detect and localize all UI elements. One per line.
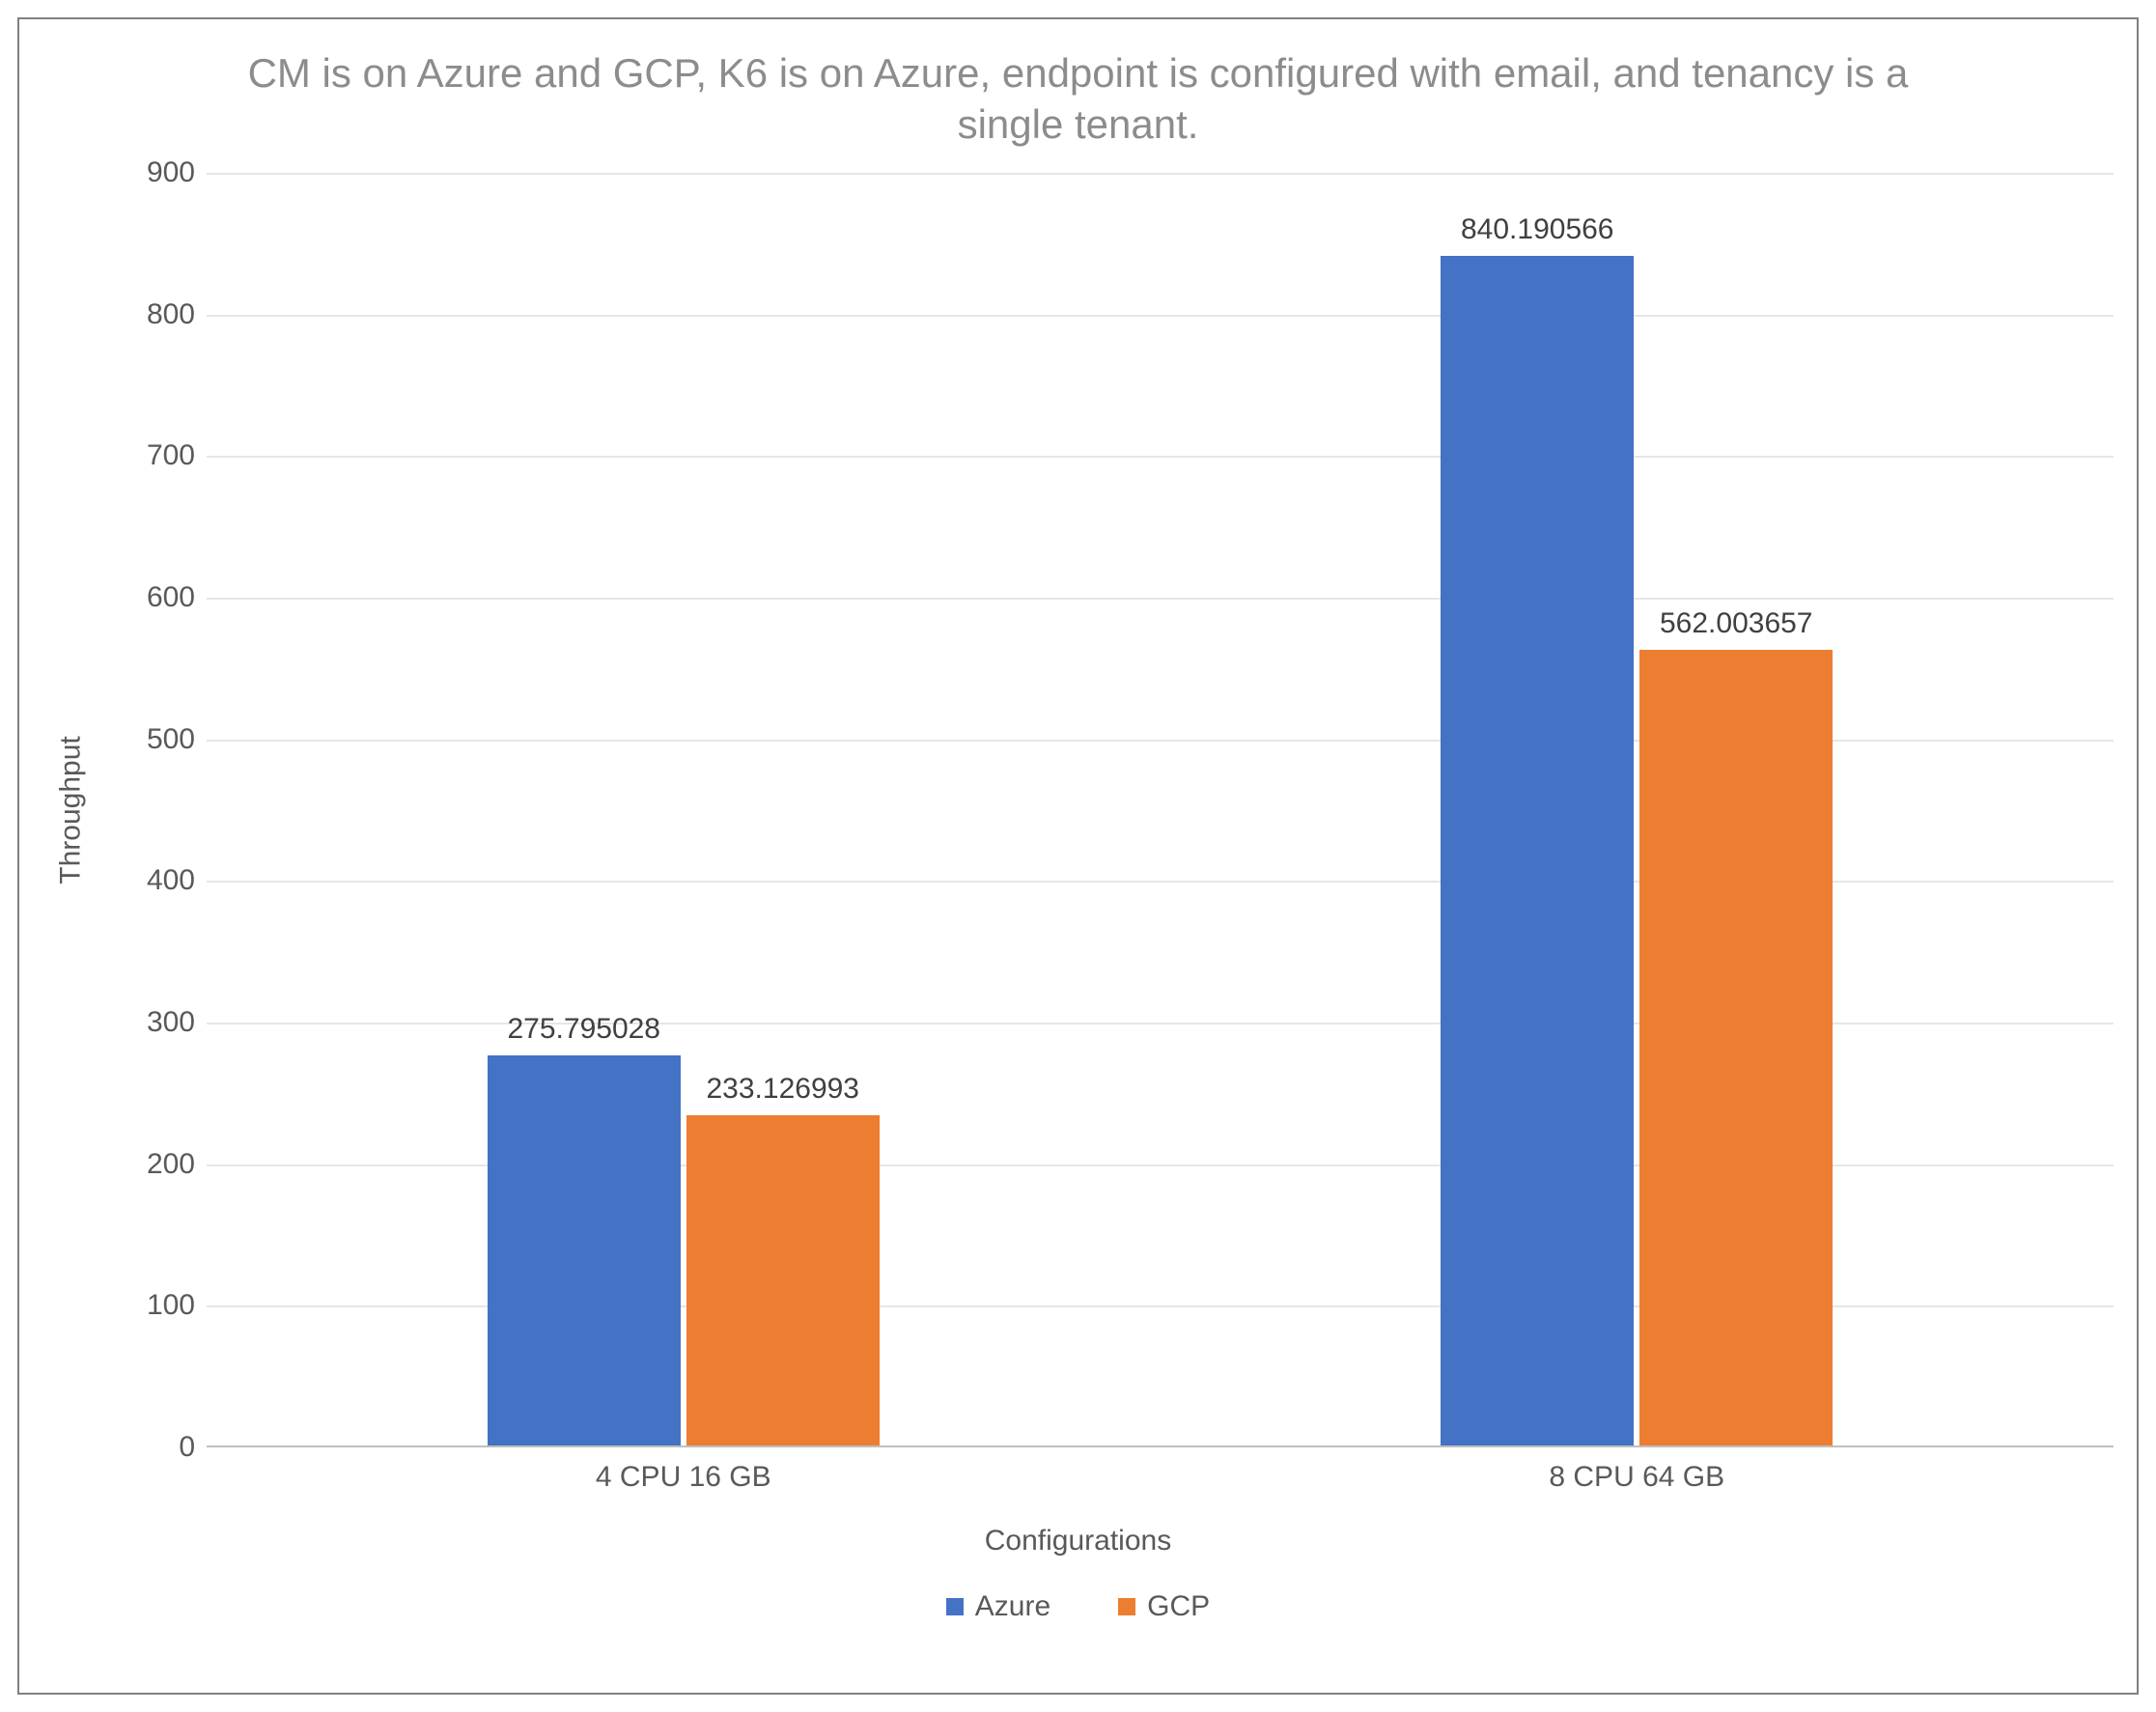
- y-tick-label: 300: [147, 1006, 195, 1039]
- bar-rect: [488, 1055, 681, 1445]
- x-axis-title: Configurations: [42, 1525, 2114, 1558]
- bar: 233.126993: [686, 1115, 880, 1445]
- legend-label: Azure: [975, 1590, 1050, 1623]
- legend-item: GCP: [1118, 1590, 1210, 1623]
- plot-area: 275.795028233.126993840.190566562.003657: [207, 173, 2114, 1447]
- y-tick-label: 700: [147, 439, 195, 472]
- bar-rect: [1441, 256, 1634, 1445]
- chart-frame: CM is on Azure and GCP, K6 is on Azure, …: [17, 17, 2139, 1695]
- x-tick-label: 4 CPU 16 GB: [596, 1461, 771, 1494]
- y-tick-label: 0: [179, 1431, 195, 1464]
- y-axis-title-wrap: Throughput: [42, 173, 100, 1447]
- legend-item: Azure: [946, 1590, 1050, 1623]
- y-tick-label: 400: [147, 864, 195, 897]
- y-tick-label: 200: [147, 1148, 195, 1181]
- chart-body: Throughput 0100200300400500600700800900 …: [42, 173, 2114, 1447]
- y-tick-label: 500: [147, 723, 195, 756]
- chart-title: CM is on Azure and GCP, K6 is on Azure, …: [210, 48, 1947, 150]
- bar-value-label: 562.003657: [1660, 607, 1813, 640]
- bar-group: 840.190566562.003657: [1441, 256, 1833, 1445]
- y-axis-title: Throughput: [55, 736, 88, 884]
- bar-rect: [686, 1115, 880, 1445]
- bar: 562.003657: [1639, 650, 1833, 1445]
- bar: 840.190566: [1441, 256, 1634, 1445]
- x-tick-label: 8 CPU 64 GB: [1549, 1461, 1724, 1494]
- grid-line: [207, 173, 2114, 175]
- y-axis-ticks: 0100200300400500600700800900: [100, 173, 207, 1447]
- y-tick-label: 600: [147, 581, 195, 614]
- bar-rect: [1639, 650, 1833, 1445]
- legend-swatch: [1118, 1598, 1135, 1615]
- y-tick-label: 800: [147, 298, 195, 331]
- bar-group: 275.795028233.126993: [488, 1055, 880, 1445]
- x-axis-ticks: 4 CPU 16 GB 8 CPU 64 GB: [207, 1447, 2114, 1515]
- bar-value-label: 233.126993: [707, 1073, 860, 1106]
- legend-label: GCP: [1147, 1590, 1210, 1623]
- y-tick-label: 100: [147, 1289, 195, 1322]
- bar-value-label: 275.795028: [508, 1013, 661, 1046]
- legend: Azure GCP: [42, 1590, 2114, 1623]
- bar-value-label: 840.190566: [1461, 213, 1614, 246]
- bar: 275.795028: [488, 1055, 681, 1445]
- y-tick-label: 900: [147, 156, 195, 189]
- legend-swatch: [946, 1598, 964, 1615]
